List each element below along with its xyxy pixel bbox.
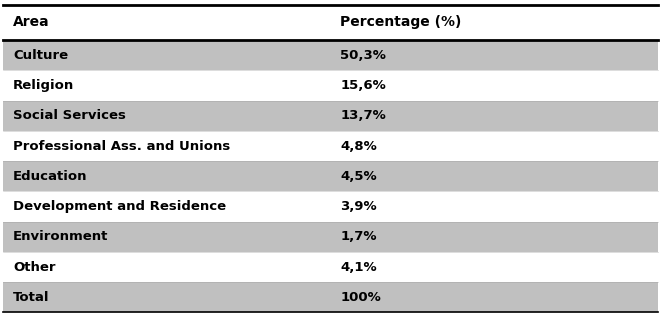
Text: 1,7%: 1,7% <box>340 230 377 243</box>
Text: Education: Education <box>13 170 88 183</box>
Text: Total: Total <box>13 291 50 304</box>
Bar <box>3 5 658 40</box>
Text: Religion: Religion <box>13 79 75 92</box>
Text: 15,6%: 15,6% <box>340 79 386 92</box>
Text: 4,1%: 4,1% <box>340 261 377 273</box>
Bar <box>3 100 658 131</box>
Text: Development and Residence: Development and Residence <box>13 200 226 213</box>
Text: Professional Ass. and Unions: Professional Ass. and Unions <box>13 139 231 153</box>
Bar <box>3 252 658 282</box>
Text: Environment: Environment <box>13 230 108 243</box>
Bar <box>3 40 658 70</box>
Bar <box>3 192 658 222</box>
Bar <box>3 161 658 192</box>
Bar <box>3 282 658 312</box>
Bar <box>3 70 658 100</box>
Text: 13,7%: 13,7% <box>340 109 386 122</box>
Text: 50,3%: 50,3% <box>340 49 386 62</box>
Text: 3,9%: 3,9% <box>340 200 377 213</box>
Text: Social Services: Social Services <box>13 109 126 122</box>
Text: 100%: 100% <box>340 291 381 304</box>
Text: Other: Other <box>13 261 56 273</box>
Text: Culture: Culture <box>13 49 68 62</box>
Bar <box>3 222 658 252</box>
Text: 4,5%: 4,5% <box>340 170 377 183</box>
Bar <box>3 131 658 161</box>
Text: Area: Area <box>13 15 50 30</box>
Text: 4,8%: 4,8% <box>340 139 377 153</box>
Text: Percentage (%): Percentage (%) <box>340 15 462 30</box>
